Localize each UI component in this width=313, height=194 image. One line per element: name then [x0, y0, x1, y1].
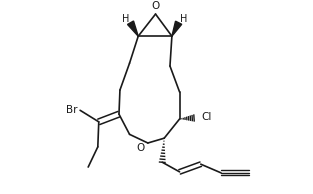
Polygon shape: [127, 21, 138, 36]
Polygon shape: [172, 21, 182, 36]
Text: O: O: [136, 143, 145, 153]
Text: O: O: [151, 1, 160, 11]
Text: Cl: Cl: [201, 112, 212, 122]
Text: Br: Br: [66, 105, 77, 115]
Text: H: H: [180, 14, 187, 24]
Text: H: H: [122, 14, 129, 24]
